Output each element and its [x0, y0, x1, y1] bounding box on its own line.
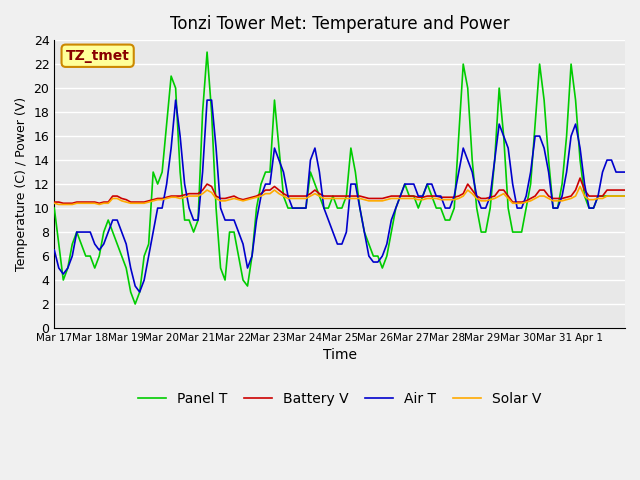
- Solar V: [51, 200, 58, 206]
- Air T: [271, 145, 278, 151]
- Air T: [549, 205, 557, 211]
- Battery V: [603, 187, 611, 193]
- Solar V: [545, 195, 552, 201]
- X-axis label: Time: Time: [323, 348, 356, 362]
- Legend: Panel T, Battery V, Air T, Solar V: Panel T, Battery V, Air T, Solar V: [132, 387, 547, 412]
- Air T: [603, 157, 611, 163]
- Panel T: [621, 193, 629, 199]
- Air T: [172, 97, 179, 103]
- Line: Panel T: Panel T: [54, 52, 625, 304]
- Air T: [136, 289, 143, 295]
- Air T: [293, 205, 301, 211]
- Line: Battery V: Battery V: [54, 178, 625, 203]
- Solar V: [195, 193, 202, 199]
- Battery V: [621, 187, 629, 193]
- Battery V: [289, 193, 296, 199]
- Panel T: [271, 97, 278, 103]
- Panel T: [549, 205, 557, 211]
- Air T: [51, 247, 58, 253]
- Panel T: [51, 205, 58, 211]
- Panel T: [293, 205, 301, 211]
- Panel T: [204, 49, 211, 55]
- Battery V: [576, 175, 584, 181]
- Solar V: [351, 195, 359, 201]
- Solar V: [576, 183, 584, 189]
- Y-axis label: Temperature (C) / Power (V): Temperature (C) / Power (V): [15, 97, 28, 271]
- Text: TZ_tmet: TZ_tmet: [66, 49, 129, 63]
- Air T: [356, 205, 364, 211]
- Battery V: [51, 199, 58, 205]
- Solar V: [266, 191, 274, 196]
- Solar V: [621, 193, 629, 199]
- Solar V: [603, 193, 611, 199]
- Line: Air T: Air T: [54, 100, 625, 292]
- Panel T: [603, 193, 611, 199]
- Battery V: [195, 191, 202, 196]
- Panel T: [195, 217, 202, 223]
- Air T: [621, 169, 629, 175]
- Solar V: [55, 202, 63, 207]
- Panel T: [356, 205, 364, 211]
- Air T: [199, 169, 207, 175]
- Battery V: [60, 200, 67, 206]
- Line: Solar V: Solar V: [54, 186, 625, 204]
- Battery V: [545, 193, 552, 199]
- Title: Tonzi Tower Met: Temperature and Power: Tonzi Tower Met: Temperature and Power: [170, 15, 509, 33]
- Panel T: [131, 301, 139, 307]
- Battery V: [351, 193, 359, 199]
- Battery V: [266, 187, 274, 193]
- Solar V: [289, 195, 296, 201]
